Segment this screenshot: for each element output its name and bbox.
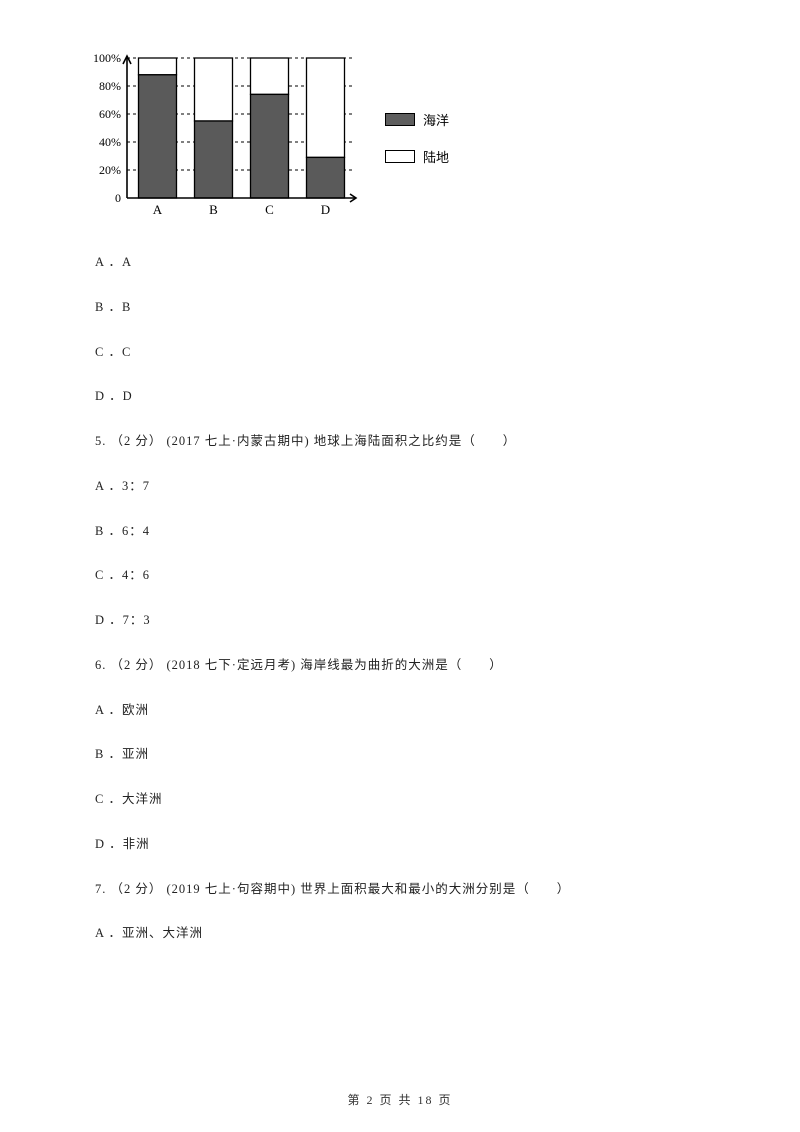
svg-text:0: 0 bbox=[115, 191, 121, 205]
legend-swatch-land bbox=[385, 150, 415, 163]
legend-label-land: 陆地 bbox=[423, 147, 449, 166]
svg-text:C: C bbox=[265, 202, 274, 217]
q4-option-d: D ．D bbox=[95, 387, 705, 406]
svg-text:100%: 100% bbox=[93, 51, 121, 65]
page-footer: 第 2 页 共 18 页 bbox=[0, 1091, 800, 1108]
chart-legend: 海洋 陆地 bbox=[385, 110, 449, 166]
q4-option-c: C ．C bbox=[95, 343, 705, 362]
q6-option-d: D ．非洲 bbox=[95, 835, 705, 854]
chart-area: 0 20% 40% 60% 80% 100% A B C D 海洋 陆地 bbox=[85, 50, 705, 225]
q5-option-b: B ．6：4 bbox=[95, 522, 705, 541]
svg-text:60%: 60% bbox=[99, 107, 121, 121]
svg-text:40%: 40% bbox=[99, 135, 121, 149]
legend-item-land: 陆地 bbox=[385, 147, 449, 166]
q6-option-c: C ．大洋洲 bbox=[95, 790, 705, 809]
q7-stem: 7. （2 分） (2019 七上·句容期中) 世界上面积最大和最小的大洲分别是… bbox=[95, 880, 705, 899]
q4-option-a: A ．A bbox=[95, 253, 705, 272]
chart-svg: 0 20% 40% 60% 80% 100% A B C D bbox=[85, 50, 365, 225]
q5-stem: 5. （2 分） (2017 七上·内蒙古期中) 地球上海陆面积之比约是（ ） bbox=[95, 432, 705, 451]
svg-text:D: D bbox=[321, 202, 330, 217]
q5-option-a: A ．3：7 bbox=[95, 477, 705, 496]
q5-option-d: D ．7：3 bbox=[95, 611, 705, 630]
svg-text:20%: 20% bbox=[99, 163, 121, 177]
q7-option-a: A ．亚洲、大洋洲 bbox=[95, 924, 705, 943]
svg-text:A: A bbox=[153, 202, 163, 217]
legend-item-ocean: 海洋 bbox=[385, 110, 449, 129]
q4-option-b: B ．B bbox=[95, 298, 705, 317]
legend-swatch-ocean bbox=[385, 113, 415, 126]
stacked-bar-chart: 0 20% 40% 60% 80% 100% A B C D bbox=[85, 50, 365, 225]
q5-option-c: C ．4：6 bbox=[95, 566, 705, 585]
q6-option-b: B ．亚洲 bbox=[95, 745, 705, 764]
svg-text:80%: 80% bbox=[99, 79, 121, 93]
legend-label-ocean: 海洋 bbox=[423, 110, 449, 129]
q6-stem: 6. （2 分） (2018 七下·定远月考) 海岸线最为曲折的大洲是（ ） bbox=[95, 656, 705, 675]
q6-option-a: A ．欧洲 bbox=[95, 701, 705, 720]
svg-text:B: B bbox=[209, 202, 218, 217]
